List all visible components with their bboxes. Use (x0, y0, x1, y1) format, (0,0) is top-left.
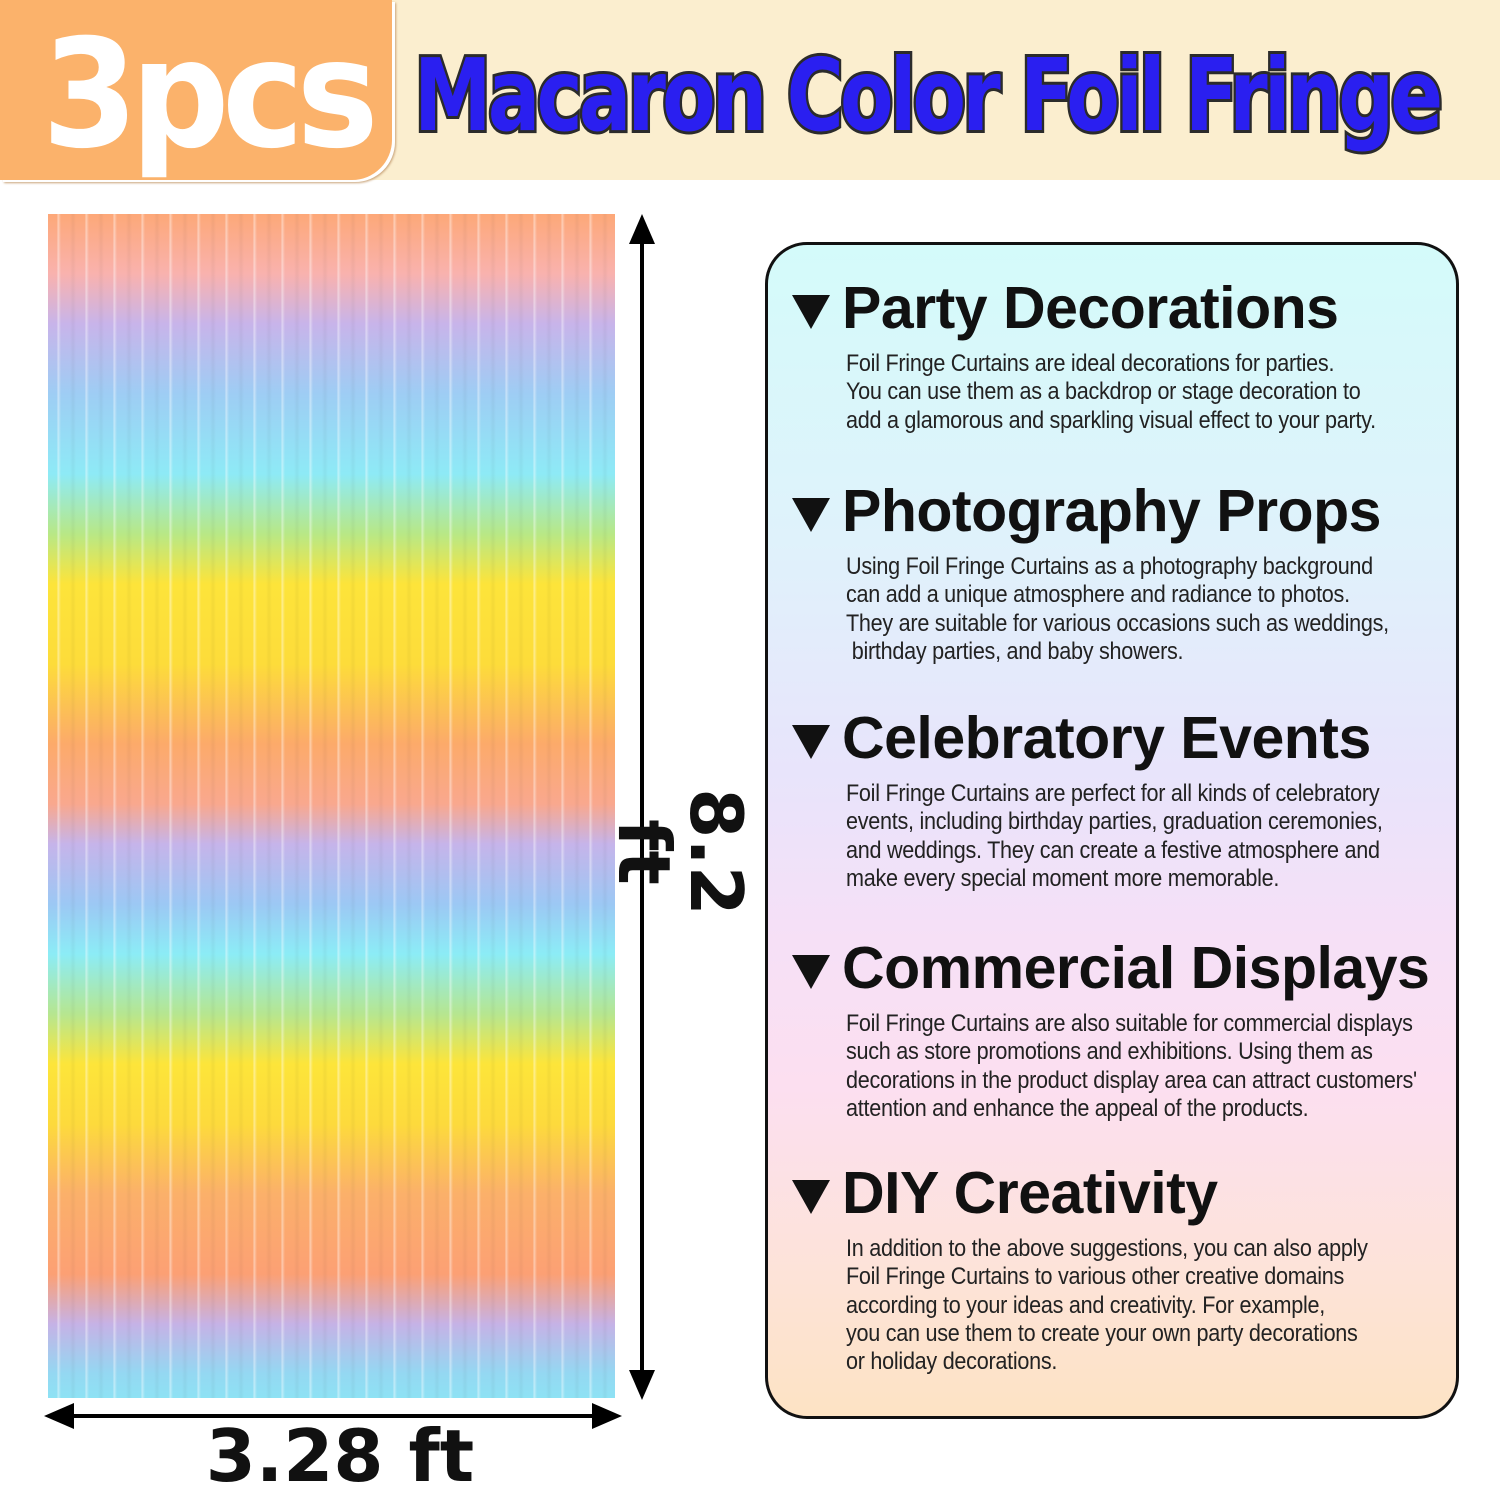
title-banner: 3pcs Macaron Color Foil Fringe (0, 0, 1500, 182)
arrow-up-icon (629, 214, 655, 244)
section-heading: DIY Creativity (842, 1160, 1218, 1226)
text-line: They are suitable for various occasions … (846, 609, 1389, 637)
text-line: Foil Fringe Curtains are also suitable f… (846, 1010, 1413, 1037)
height-label: 8.2 ft (602, 788, 758, 916)
section-heading: Party Decorations (842, 275, 1339, 341)
section-photography-props: Photography Props Using Foil Fringe Curt… (792, 482, 1449, 666)
text-line: decorations in the product display area … (846, 1066, 1417, 1094)
text-line: according to your ideas and creativity. … (846, 1291, 1325, 1319)
text-line: events, including birthday parties, grad… (846, 808, 1383, 836)
text-line: Foil Fringe Curtains are ideal decoratio… (846, 350, 1335, 377)
triangle-bullet-icon (792, 498, 830, 532)
text-line: Using Foil Fringe Curtains as a photogra… (846, 553, 1373, 580)
arrow-right-icon (592, 1403, 622, 1429)
section-commercial-displays: Commercial Displays Foil Fringe Curtains… (792, 939, 1480, 1123)
height-arrow-line (640, 230, 644, 1385)
width-label: 3.28 ft (205, 1414, 475, 1498)
arrow-left-icon (44, 1403, 74, 1429)
fringe-strands (48, 214, 615, 1398)
text-line: attention and enhance the appeal of the … (846, 1094, 1309, 1122)
uses-panel: Party Decorations Foil Fringe Curtains a… (765, 242, 1459, 1419)
text-line: In addition to the above suggestions, yo… (846, 1235, 1368, 1262)
section-heading: Photography Props (842, 478, 1381, 544)
text-line: can add a unique atmosphere and radiance… (846, 581, 1350, 609)
section-celebratory-events: Celebratory Events Foil Fringe Curtains … (792, 709, 1442, 893)
text-line: or holiday decorations. (846, 1348, 1058, 1376)
text-line: You can use them as a backdrop or stage … (846, 378, 1361, 406)
text-line: and weddings. They can create a festive … (846, 836, 1380, 864)
triangle-bullet-icon (792, 725, 830, 759)
triangle-bullet-icon (792, 295, 830, 329)
text-line: such as store promotions and exhibitions… (846, 1038, 1373, 1066)
quantity-badge: 3pcs (0, 0, 392, 182)
text-line: make every special moment more memorable… (846, 864, 1280, 892)
triangle-bullet-icon (792, 1180, 830, 1214)
arrow-down-icon (629, 1370, 655, 1400)
text-line: birthday parties, and baby showers. (846, 637, 1184, 665)
section-heading: Celebratory Events (842, 705, 1371, 771)
triangle-bullet-icon (792, 955, 830, 989)
foil-fringe-curtain-image (48, 214, 615, 1398)
product-title: Macaron Color Foil Fringe (412, 37, 1446, 154)
quantity-text: 3pcs (42, 8, 379, 182)
section-heading: Commercial Displays (842, 935, 1430, 1001)
text-line: Foil Fringe Curtains are perfect for all… (846, 780, 1380, 807)
section-diy-creativity: DIY Creativity In addition to the above … (792, 1164, 1426, 1376)
section-party-decorations: Party Decorations Foil Fringe Curtains a… (792, 279, 1435, 435)
text-line: Foil Fringe Curtains to various other cr… (846, 1263, 1345, 1291)
text-line: you can use them to create your own part… (846, 1319, 1358, 1347)
width-arrow-line (60, 1414, 605, 1418)
text-line: add a glamorous and sparkling visual eff… (846, 406, 1376, 434)
